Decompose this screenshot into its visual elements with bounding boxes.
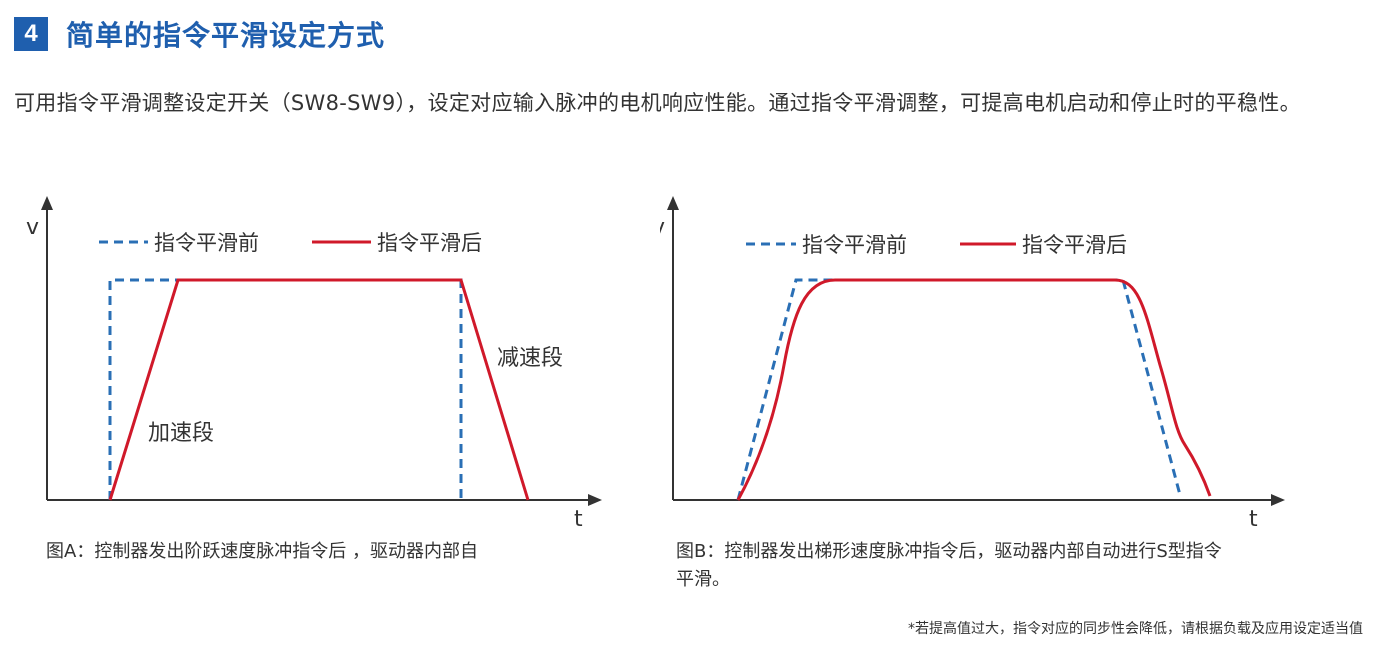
curve-after-smoothing	[108, 278, 530, 501]
x-axis-label: t	[1249, 507, 1258, 530]
legend-before-label: 指令平滑前	[802, 233, 907, 257]
y-axis-arrow	[667, 196, 679, 210]
curve-before-smoothing	[736, 278, 1182, 501]
x-axis-arrow	[588, 494, 602, 506]
section-header: 4 简单的指令平滑设定方式	[14, 14, 385, 54]
footnote: *若提高值过大，指令对应的同步性会降低，请根据负载及应用设定适当值	[908, 621, 1363, 637]
legend-before-label: 指令平滑前	[154, 231, 259, 255]
caption-diagram-b: 图B：控制器发出梯形速度脉冲指令后，驱动器内部自动进行S型指令平滑。	[676, 541, 1222, 590]
y-axis-label: v	[660, 215, 665, 240]
diagram-a: v t 指令平滑前 指令平滑后 加速段 减速段	[26, 196, 602, 530]
curve-after-smoothing	[736, 278, 1212, 501]
section-number-badge: 4	[14, 17, 48, 51]
accel-segment-label: 加速段	[148, 421, 214, 446]
diagram-b: v t 指令平滑前 指令平滑后	[660, 196, 1285, 530]
section-title: 简单的指令平滑设定方式	[66, 19, 386, 52]
intro-paragraph: 可用指令平滑调整设定开关（SW8-SW9），设定对应输入脉冲的电机响应性能。通过…	[14, 91, 1301, 115]
curve-before-smoothing	[108, 278, 463, 500]
legend-after-label: 指令平滑后	[377, 231, 482, 255]
legend-after-label: 指令平滑后	[1022, 233, 1127, 257]
y-axis-label: v	[26, 215, 39, 240]
caption-diagram-a: 图A：控制器发出阶跃速度脉冲指令后 ，驱动器内部自	[46, 541, 479, 562]
y-axis-arrow	[41, 196, 53, 210]
decel-segment-label: 减速段	[497, 346, 563, 371]
x-axis-arrow	[1271, 494, 1285, 506]
x-axis-label: t	[574, 507, 583, 530]
